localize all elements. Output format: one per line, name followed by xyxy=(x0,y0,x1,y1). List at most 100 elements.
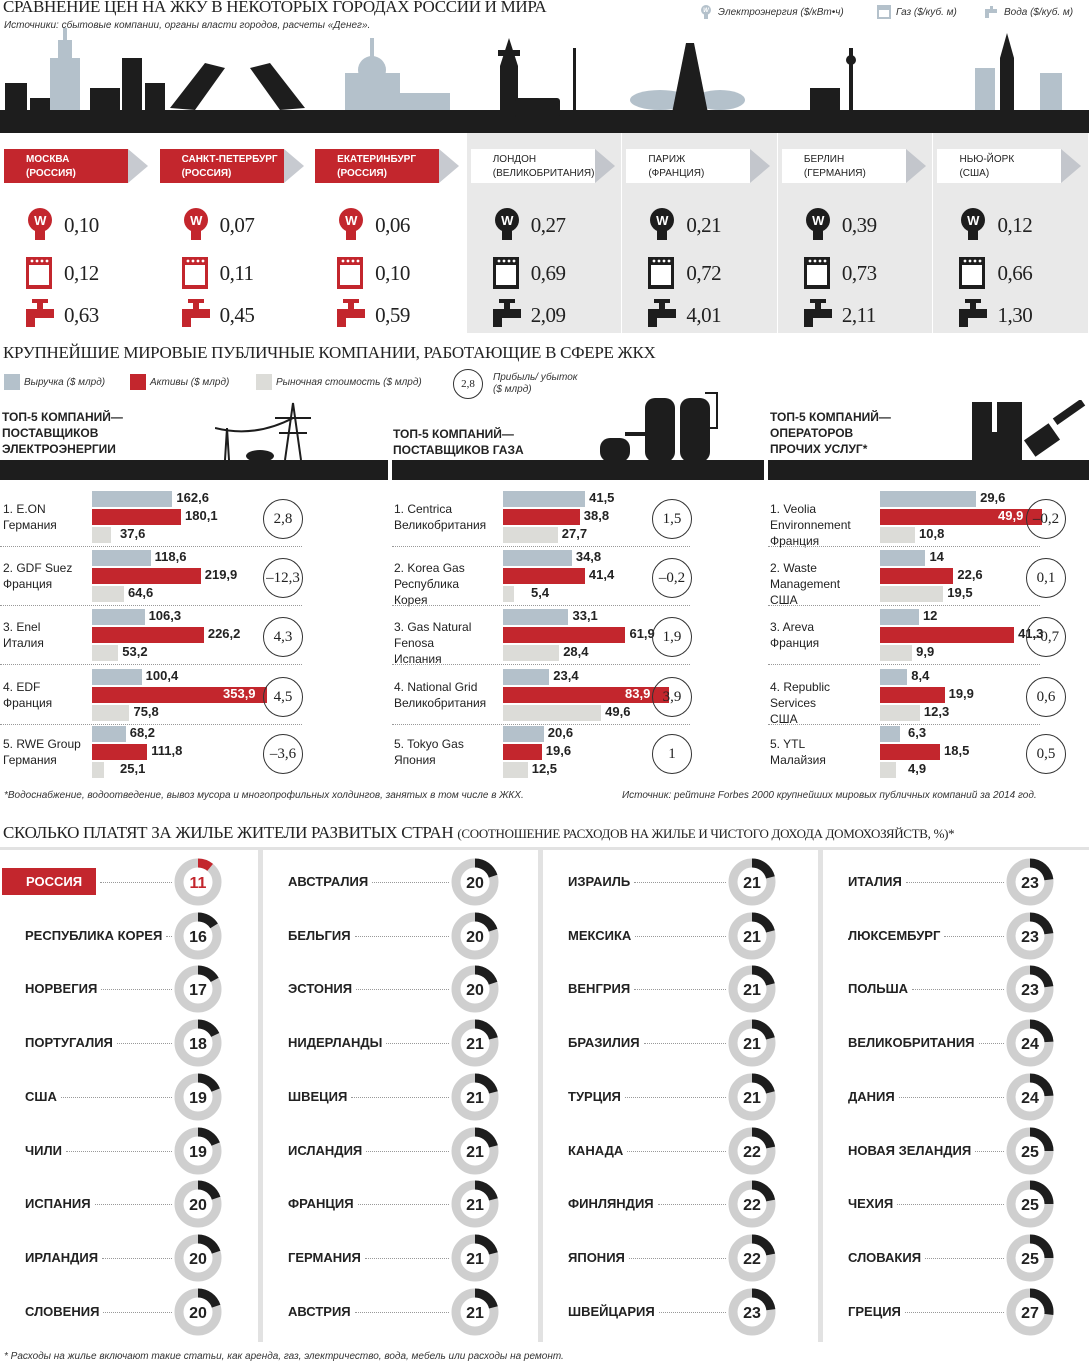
leader-dots xyxy=(658,1204,726,1206)
country-label: Япония xyxy=(568,1249,625,1265)
ring-arc xyxy=(174,858,222,906)
country-label: Португалия xyxy=(25,1035,113,1051)
bar-label-revenue: 8,4 xyxy=(911,668,930,683)
city-panel: Лондон (Великобритания) W 0,27 0,69 2,09 xyxy=(466,133,623,333)
ring-arc xyxy=(1006,912,1054,960)
company-title: 2. GDF Suez xyxy=(3,561,73,575)
stove-icon xyxy=(181,257,208,289)
svg-text:W: W xyxy=(34,213,47,228)
price-row-gas: 0,72 xyxy=(646,255,722,291)
price-value-water: 2,09 xyxy=(530,302,566,327)
leader-dots xyxy=(102,1257,172,1259)
bar-label-revenue: 23,4 xyxy=(553,668,579,683)
company-country: Германия xyxy=(3,518,57,532)
bar-label-revenue: 68,2 xyxy=(129,725,156,740)
bar-label-assets: 19,9 xyxy=(948,686,974,701)
bar-market xyxy=(880,762,896,778)
ratio-ring: 21 xyxy=(451,1019,499,1067)
leader-dots xyxy=(386,1043,449,1045)
ring-value: 25 xyxy=(1021,1197,1039,1214)
country-label: Чили xyxy=(25,1142,62,1158)
city-panel: Екатеринбург (Россия) W 0,06 0,10 0,59 xyxy=(311,133,467,333)
price-row-water: 0,45 xyxy=(180,297,255,333)
country-label: Швеция xyxy=(288,1088,348,1104)
stove-icon xyxy=(648,257,675,289)
ring-value: 25 xyxy=(1021,1251,1039,1268)
ring-value: 20 xyxy=(466,929,484,946)
bar-label-assets: 83,9 xyxy=(625,686,651,701)
bulb-icon: W xyxy=(650,208,675,240)
leader-dots xyxy=(365,1257,449,1259)
bar-revenue xyxy=(92,609,145,625)
ratio-ring: 27 xyxy=(1006,1288,1054,1336)
leader-dots xyxy=(979,1043,1004,1045)
leader-dots xyxy=(627,1150,726,1152)
row-separator xyxy=(768,724,1040,725)
ratio-ring: 25 xyxy=(1006,1180,1054,1228)
bar-revenue xyxy=(880,726,901,742)
ring-value: 21 xyxy=(466,1036,484,1053)
ring-value: 21 xyxy=(743,1036,761,1053)
leader-dots xyxy=(912,989,1004,991)
bar-assets xyxy=(880,627,1015,643)
bar-label-assets: 38,8 xyxy=(583,508,610,523)
ratio-ring: 23 xyxy=(1006,965,1054,1013)
ratio-ring: 22 xyxy=(728,1180,776,1228)
ring-arc xyxy=(451,1180,499,1228)
section2-footnote: *Водоснабжение, водоотведение, вывоз мус… xyxy=(4,790,524,801)
company-name: 3. Enel Италия xyxy=(3,619,103,651)
city-label: Берлин (Германия) xyxy=(781,149,926,183)
ratio-ring: 20 xyxy=(174,1234,222,1282)
city-name: Москва xyxy=(26,154,70,165)
ring-value: 19 xyxy=(189,1144,207,1161)
company-name: 4. EDF Франция xyxy=(3,679,103,711)
company-title: 1. Centrica xyxy=(394,502,453,516)
bar-market xyxy=(503,705,602,721)
profit-circle: –3,6 xyxy=(263,734,303,774)
bar-assets xyxy=(880,509,1042,525)
leader-dots xyxy=(355,1311,449,1313)
ring-arc xyxy=(451,965,499,1013)
company-title: 2. Korea Gas xyxy=(394,561,465,575)
company-country: Франция xyxy=(3,577,53,591)
country-label: Израиль xyxy=(568,874,631,889)
ring-value: 19 xyxy=(189,1090,207,1107)
profit-circle: –0,2 xyxy=(652,558,692,598)
leader-dots xyxy=(358,1204,449,1206)
legend-revenue-label: Выручка ($ млрд) xyxy=(24,376,106,388)
legend-revenue: Выручка ($ млрд) xyxy=(4,374,105,390)
bar-assets xyxy=(92,744,148,760)
price-value-water: 0,59 xyxy=(375,302,410,327)
price-row-gas: 0,12 xyxy=(24,255,99,291)
heading-line: ТОП-5 КОМПАНИЙ— xyxy=(393,427,514,441)
leader-dots xyxy=(95,1204,172,1206)
stove-icon xyxy=(803,257,830,289)
paintbrush-illustration xyxy=(972,400,1086,462)
country-label: Испания xyxy=(25,1196,91,1212)
company-name: 2. Korea Gas Республика Корея xyxy=(394,560,494,608)
ring-value: 23 xyxy=(1021,875,1039,892)
bar-revenue xyxy=(92,726,126,742)
bar-label-revenue: 100,4 xyxy=(145,668,179,683)
section3-title-main: Сколько платят за жилье жители развитых … xyxy=(3,823,454,842)
legend-electricity-label: Электроэнергия ($/кВт•ч) xyxy=(718,6,844,18)
company-title: 1. Veolia Environnement xyxy=(770,502,851,532)
ratio-ring: 16 xyxy=(174,912,222,960)
ring-value: 21 xyxy=(743,982,761,999)
ring-arc xyxy=(451,1019,499,1067)
section2-source: Источник: рейтинг Forbes 2000 крупнейших… xyxy=(622,790,1037,801)
bar-assets xyxy=(92,509,182,525)
bulb-icon: W xyxy=(494,208,519,240)
ring-value: 24 xyxy=(1021,1036,1039,1053)
row-separator xyxy=(392,546,690,547)
ring-arc xyxy=(174,1019,222,1067)
country-label: Словения xyxy=(25,1303,100,1319)
city-panel: Нью-Йорк (США) W 0,12 0,66 1,30 xyxy=(933,133,1089,333)
price-value-electricity: 0,27 xyxy=(530,212,566,237)
company-name: 1. Veolia Environnement Франция xyxy=(770,501,870,549)
row-separator xyxy=(392,605,690,606)
ring-arc xyxy=(728,1234,776,1282)
svg-text:W: W xyxy=(703,8,710,14)
price-value-gas: 0,72 xyxy=(686,260,722,285)
company-title: 5. RWE Group xyxy=(3,737,81,751)
